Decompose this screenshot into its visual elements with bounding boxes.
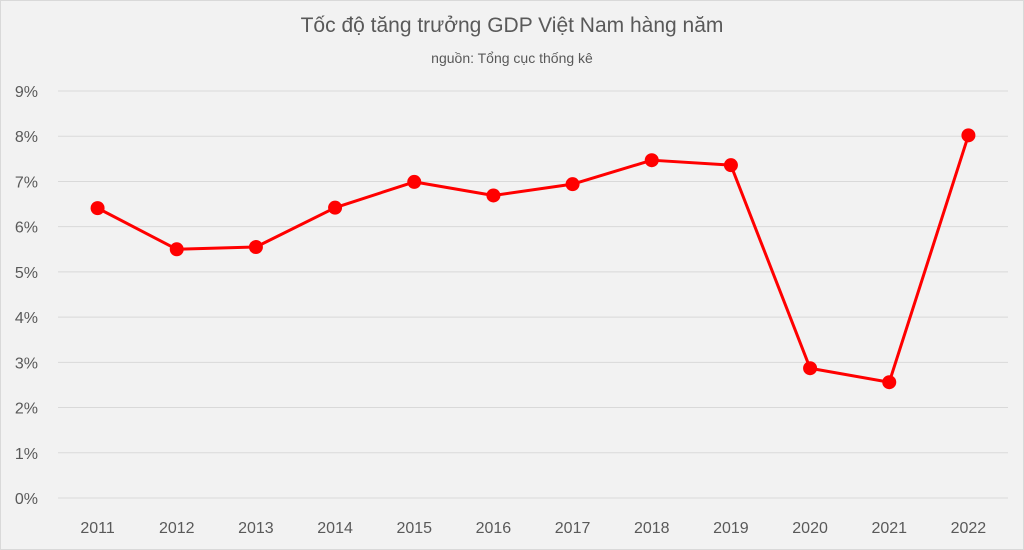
y-tick-label: 1%: [15, 446, 38, 463]
x-tick-label: 2018: [634, 520, 670, 537]
data-point: [248, 240, 263, 255]
y-tick-label: 6%: [15, 220, 38, 237]
x-tick-label: 2019: [713, 520, 749, 537]
data-series: [90, 128, 976, 390]
x-tick-label: 2011: [80, 520, 115, 537]
x-tick-label: 2022: [951, 520, 987, 537]
x-tick-label: 2021: [871, 520, 907, 537]
data-point: [407, 174, 422, 189]
y-tick-label: 2%: [15, 401, 38, 418]
x-tick-label: 2016: [476, 520, 512, 537]
data-point: [486, 188, 501, 203]
x-tick-label: 2017: [555, 520, 591, 537]
chart-subtitle: nguồn: Tổng cục thống kê: [431, 50, 593, 66]
y-tick-label: 9%: [15, 84, 38, 101]
y-axis-labels: 0% 1% 2% 3% 4% 5% 6% 7% 8% 9%: [15, 84, 38, 508]
data-point: [328, 200, 343, 215]
y-tick-label: 8%: [15, 129, 38, 146]
gridlines: [58, 90, 1008, 499]
data-point: [723, 158, 738, 173]
data-point: [565, 177, 580, 192]
series-line: [96, 134, 970, 384]
y-tick-label: 4%: [15, 310, 38, 327]
data-point: [644, 153, 659, 168]
x-tick-label: 2020: [792, 520, 828, 537]
data-point: [961, 128, 976, 143]
x-tick-label: 2013: [238, 520, 274, 537]
data-point: [169, 242, 184, 257]
chart-title: Tốc độ tăng trưởng GDP Việt Nam hàng năm: [300, 14, 724, 37]
data-point: [90, 201, 105, 216]
y-tick-label: 7%: [15, 174, 38, 191]
x-axis-labels: 2011 2012 2013 2014 2015 2016 2017 2018 2019 2020…: [80, 520, 986, 537]
data-point: [803, 361, 818, 376]
y-tick-label: 5%: [15, 265, 38, 282]
y-tick-label: 3%: [15, 355, 38, 372]
x-tick-label: 2015: [396, 520, 432, 537]
x-tick-label: 2014: [317, 520, 353, 537]
x-tick-label: 2012: [159, 520, 195, 537]
y-tick-label: 0%: [15, 491, 38, 508]
data-point: [882, 375, 897, 390]
